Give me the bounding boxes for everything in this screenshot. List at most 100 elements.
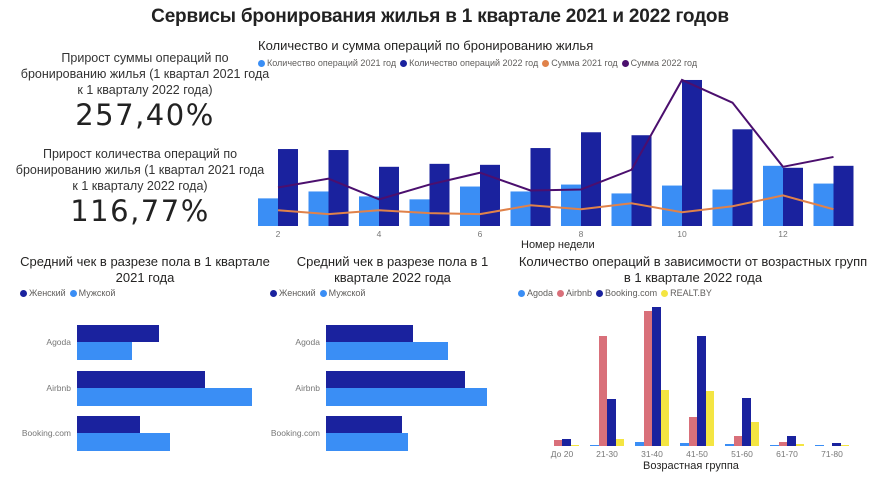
line-sum-2021[interactable] — [277, 194, 834, 216]
bar-airbnb — [688, 417, 697, 446]
x-tick-label: 12 — [778, 229, 788, 239]
bar-count-2021[interactable] — [662, 185, 682, 226]
bar-count-2022[interactable] — [429, 163, 450, 226]
bar-count-2022[interactable] — [732, 129, 753, 226]
x-tick-label: 10 — [677, 229, 687, 239]
bar-count-2022[interactable] — [682, 79, 702, 227]
category-label: Agoda — [46, 337, 71, 347]
legend-label: Женский — [279, 288, 316, 298]
legend-dot-icon — [542, 59, 550, 67]
legend-dot-icon — [621, 59, 629, 67]
bar-count-2022[interactable] — [631, 135, 652, 226]
bar-count-2021[interactable] — [460, 186, 480, 226]
legend-item-female[interactable]: Женский — [270, 288, 316, 298]
legend-item-sum-2022[interactable]: Сумма 2022 год — [621, 58, 698, 68]
main-chart-title: Количество и сумма операций по бронирова… — [258, 38, 594, 53]
legend-item-agoda[interactable]: Agoda — [518, 288, 553, 298]
legend-label: Сумма 2022 год — [630, 58, 698, 68]
kpi-sum-growth-label: Прирост суммы операций по бронированию ж… — [20, 51, 270, 97]
bar-male — [77, 342, 132, 360]
bar-count-2021[interactable] — [510, 191, 531, 226]
legend-item-female[interactable]: Женский — [20, 288, 66, 298]
x-tick-label: 6 — [477, 229, 483, 239]
category-label: Airbnb — [295, 383, 320, 393]
bar-female — [326, 371, 465, 388]
bar-count-2022[interactable] — [278, 149, 298, 226]
legend-dot-icon — [270, 289, 277, 297]
legend-dot-icon — [596, 289, 604, 297]
line-sum-2022[interactable] — [277, 78, 834, 201]
bar-booking — [652, 307, 661, 446]
x-tick-label: 4 — [376, 229, 382, 239]
bar-realt — [570, 445, 579, 446]
bar-agoda — [770, 445, 779, 446]
bar-male — [77, 388, 252, 406]
legend-item-count-2022[interactable]: Количество операций 2022 год — [400, 58, 538, 68]
bar-realt — [615, 439, 624, 446]
x-tick-label: До 20 — [550, 449, 574, 459]
legend-dot-icon — [400, 59, 408, 67]
bar-realt — [705, 391, 714, 446]
category-label: Agoda — [295, 337, 320, 347]
bar-count-2021[interactable] — [561, 184, 581, 226]
bar-airbnb — [643, 311, 652, 446]
legend-dot-icon — [557, 289, 565, 297]
bar-count-2021[interactable] — [308, 191, 329, 226]
legend-item-count-2021[interactable]: Количество операций 2021 год — [258, 58, 396, 68]
bar-count-2021[interactable] — [611, 193, 632, 226]
category-label: Booking.com — [21, 428, 71, 438]
legend-label: Количество операций 2021 год — [267, 58, 397, 68]
legend-dot-icon — [518, 289, 525, 297]
age-chart-legend: Agoda Airbnb Booking.com REALT.BY — [518, 288, 712, 298]
bar-airbnb — [778, 442, 787, 446]
gender-2021-title: Средний чек в разрезе пола в 1 квартале … — [20, 254, 270, 285]
legend-dot-icon — [69, 289, 77, 297]
x-tick-label: 2 — [275, 229, 281, 239]
main-chart-legend: Количество операций 2021 год Количество … — [258, 58, 697, 68]
bar-female — [77, 416, 140, 433]
legend-item-male[interactable]: Мужской — [319, 288, 366, 298]
dashboard-title: Сервисы бронирования жилья в 1 квартале … — [151, 6, 729, 27]
legend-item-realt[interactable]: REALT.BY — [661, 288, 712, 298]
bar-agoda — [635, 442, 644, 446]
bar-airbnb — [598, 336, 607, 446]
x-tick-label: 21-30 — [596, 449, 618, 459]
legend-item-male[interactable]: Мужской — [69, 288, 115, 298]
bar-male — [326, 388, 487, 406]
legend-dot-icon — [319, 289, 327, 297]
x-tick-label: 41-50 — [686, 449, 708, 459]
bar-count-2022[interactable] — [783, 167, 803, 226]
bar-booking — [697, 336, 706, 446]
bar-count-2022[interactable] — [530, 148, 551, 226]
legend-dot-icon — [258, 59, 265, 67]
bar-male — [77, 433, 170, 451]
bar-booking — [787, 436, 796, 446]
bar-airbnb — [553, 440, 562, 446]
legend-label: Женский — [29, 288, 66, 298]
legend-label: REALT.BY — [670, 288, 712, 298]
legend-label: Количество операций 2022 год — [409, 58, 539, 68]
bar-count-2022[interactable] — [833, 165, 854, 226]
legend-dot-icon — [661, 289, 669, 297]
legend-item-sum-2021[interactable]: Сумма 2021 год — [542, 58, 618, 68]
legend-item-airbnb[interactable]: Airbnb — [557, 288, 592, 298]
gender-2022-legend: Женский Мужской — [270, 288, 365, 298]
gender-2022-title: Средний чек в разрезе пола в 1 квартале … — [296, 254, 489, 285]
legend-item-booking[interactable]: Booking.com — [596, 288, 657, 298]
kpi-count-growth-value: 116,77% — [70, 194, 210, 228]
age-chart-title: Количество операций в зависимости от воз… — [518, 254, 868, 285]
bar-count-2021[interactable] — [813, 183, 834, 226]
bar-realt — [840, 445, 849, 446]
legend-label: Сумма 2021 год — [551, 58, 618, 68]
x-tick-label: 71-80 — [821, 449, 843, 459]
bar-count-2022[interactable] — [581, 132, 601, 226]
bar-booking — [562, 439, 571, 446]
legend-label: Мужской — [328, 288, 366, 298]
bar-count-2022[interactable] — [328, 150, 349, 226]
bar-airbnb — [733, 436, 742, 446]
bar-count-2021[interactable] — [258, 198, 278, 226]
bar-count-2021[interactable] — [763, 165, 783, 226]
bar-booking — [607, 399, 616, 446]
bar-male — [326, 433, 408, 451]
